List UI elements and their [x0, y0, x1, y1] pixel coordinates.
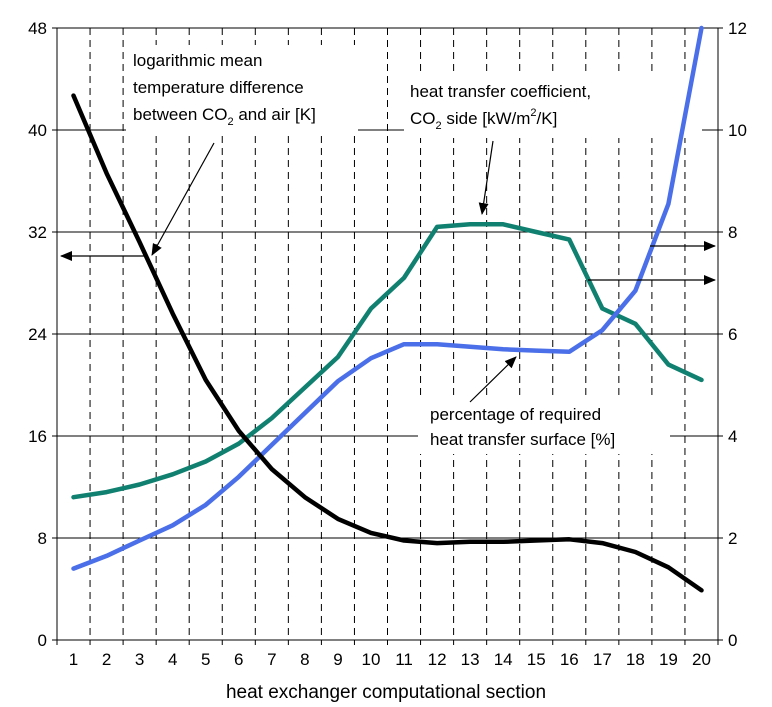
series-line-lmtd	[71, 93, 704, 593]
surface-annotation-line2: heat transfer surface [%]	[430, 430, 615, 449]
x-tick-label: 13	[461, 650, 480, 669]
y-left-tick-label: 8	[38, 529, 47, 548]
x-tick-label: 12	[428, 650, 447, 669]
x-tick-label: 1	[69, 650, 78, 669]
lmtd-annotation-line3: between CO2 and air [K]	[133, 105, 316, 128]
y-left-tick-label: 48	[28, 19, 47, 38]
htc-pointer-arrow	[478, 140, 494, 215]
x-tick-label: 10	[362, 650, 381, 669]
x-tick-label: 8	[300, 650, 309, 669]
x-tick-label: 14	[494, 650, 513, 669]
x-tick-label: 7	[267, 650, 276, 669]
htc-annotation-line1: heat transfer coefficient,	[410, 82, 591, 101]
x-tick-label: 18	[626, 650, 645, 669]
x-axis-title: heat exchanger computational section	[226, 682, 546, 703]
x-tick-label: 4	[168, 650, 177, 669]
x-tick-label: 17	[593, 650, 612, 669]
y-right-tick-label: 8	[728, 223, 737, 242]
y-right-tick-label: 10	[728, 121, 747, 140]
y-right-tick-label: 4	[728, 427, 737, 446]
lmtd-pointer-arrow	[151, 142, 215, 256]
x-tick-label: 6	[234, 650, 243, 669]
y-right-tick-label: 0	[728, 631, 737, 650]
surface-pointer-arrow	[469, 356, 517, 403]
x-tick-label: 3	[135, 650, 144, 669]
y-left-tick-label: 40	[28, 121, 47, 140]
x-tick-label: 16	[560, 650, 579, 669]
y-left-tick-label: 0	[38, 631, 47, 650]
y-right-tick-label: 12	[728, 19, 747, 38]
x-tick-label: 15	[527, 650, 546, 669]
y-left-tick-label: 16	[28, 427, 47, 446]
lmtd-annotation-line2: temperature difference	[133, 78, 304, 97]
x-tick-label: 19	[659, 650, 678, 669]
series-line-surface	[71, 25, 704, 571]
y-right-tick-label: 2	[728, 529, 737, 548]
x-tick-label: 2	[102, 650, 111, 669]
annotation-backgrounds	[126, 45, 702, 454]
x-tick-label: 20	[692, 650, 711, 669]
series-lines	[71, 25, 704, 593]
lmtd-annotation-line1: logarithmic mean	[133, 51, 262, 70]
y-right-tick-label: 6	[728, 325, 737, 344]
surface-annotation-line1: percentage of required	[430, 405, 601, 424]
x-tick-label: 9	[333, 650, 342, 669]
x-tick-label: 11	[395, 650, 413, 669]
htc-annotation-line2: CO2 side [kW/m2/K]	[410, 107, 557, 132]
series-line-htc	[71, 222, 704, 500]
y-left-tick-label: 24	[28, 325, 47, 344]
x-tick-label: 5	[201, 650, 210, 669]
y-left-tick-label: 32	[28, 223, 47, 242]
